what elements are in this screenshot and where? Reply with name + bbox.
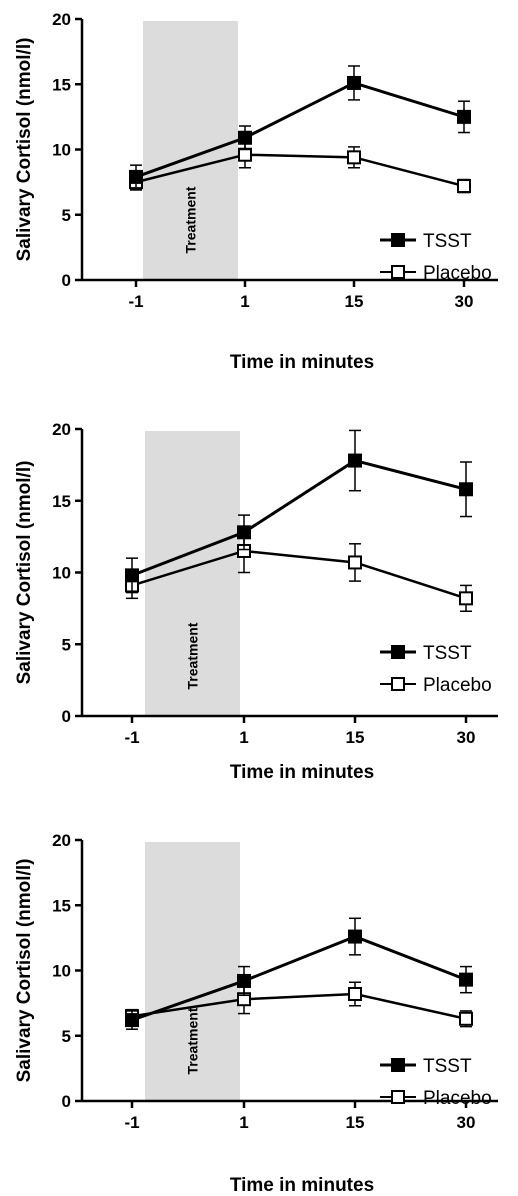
data-point-tsst xyxy=(125,1013,139,1028)
y-tick-label: 20 xyxy=(52,10,71,29)
legend-marker-tsst xyxy=(391,645,405,659)
treatment-region xyxy=(143,21,238,280)
x-axis-title: Time in minutes xyxy=(230,1175,374,1196)
chart-panel-3: Treatment 0 5 10 15 20 -1 1 15 30 Time in minutes S… xyxy=(0,815,518,1196)
data-point-placebo xyxy=(459,591,473,606)
x-tick-label: 1 xyxy=(239,1113,248,1132)
x-tick-label: 15 xyxy=(346,728,365,747)
data-point-placebo xyxy=(347,150,361,165)
legend-marker-placebo xyxy=(391,265,405,279)
legend-marker-tsst xyxy=(391,1058,405,1072)
data-point-placebo xyxy=(348,986,362,1001)
y-tick-label: 15 xyxy=(52,75,71,94)
treatment-label: Treatment xyxy=(183,186,199,253)
y-tick-label: 15 xyxy=(52,896,71,915)
x-tick-label: 1 xyxy=(240,292,249,311)
legend-marker-tsst xyxy=(391,233,405,247)
data-point-tsst xyxy=(459,972,473,987)
legend-label-tsst: TSST xyxy=(423,1056,472,1077)
data-point-tsst xyxy=(348,453,362,468)
y-tick-label: 0 xyxy=(62,1092,71,1111)
cortisol-chart-3: Treatment 0 5 10 15 20 -1 1 15 30 Time in minutes S… xyxy=(14,831,498,1196)
y-tick-label: 0 xyxy=(62,707,71,726)
data-point-tsst xyxy=(129,169,143,184)
y-tick-label: 10 xyxy=(52,141,71,160)
data-point-tsst xyxy=(238,130,252,145)
legend-label-placebo: Placebo xyxy=(423,1088,492,1109)
series-line-tsst xyxy=(131,458,467,577)
data-point-placebo xyxy=(459,1011,473,1026)
legend-label-placebo: Placebo xyxy=(423,675,492,696)
y-tick-label: 10 xyxy=(52,564,71,583)
data-point-tsst xyxy=(459,482,473,497)
x-tick-label: 30 xyxy=(455,292,474,311)
chart-panel-1: Treatment 0 5 10 15 20 -1 1 15 30 Time in minutes S… xyxy=(0,0,518,390)
series-line-tsst xyxy=(131,934,467,1022)
data-point-placebo xyxy=(348,555,362,570)
data-point-tsst xyxy=(237,525,251,540)
x-tick-label: 15 xyxy=(345,292,364,311)
treatment-region xyxy=(145,842,240,1101)
x-tick-label: 30 xyxy=(457,728,476,747)
series-line-placebo xyxy=(131,992,467,1021)
x-axis-title: Time in minutes xyxy=(230,352,374,373)
cortisol-chart-2: Treatment 0 5 10 15 20 -1 1 15 30 Time in minutes S… xyxy=(14,420,498,783)
data-point-tsst xyxy=(457,109,471,124)
treatment-region xyxy=(145,431,240,716)
y-tick-label: 5 xyxy=(62,206,71,225)
legend-label-placebo: Placebo xyxy=(423,263,492,284)
data-point-tsst xyxy=(347,75,361,90)
data-point-placebo xyxy=(238,147,252,162)
legend-marker-placebo xyxy=(391,677,405,691)
y-tick-label: 5 xyxy=(62,1027,71,1046)
y-tick-label: 20 xyxy=(52,420,71,439)
x-tick-label: -1 xyxy=(128,292,143,311)
y-tick-label: 20 xyxy=(52,831,71,850)
x-tick-label: 15 xyxy=(346,1113,365,1132)
y-axis-title: Salivary Cortisol (nmol/l) xyxy=(14,461,35,685)
cortisol-chart-1: Treatment 0 5 10 15 20 -1 1 15 30 Time in minutes S… xyxy=(14,10,498,373)
data-point-placebo xyxy=(457,179,471,194)
y-axis-title: Salivary Cortisol (nmol/l) xyxy=(14,38,35,262)
x-axis-title: Time in minutes xyxy=(230,762,374,783)
x-tick-label: -1 xyxy=(124,728,139,747)
y-axis-title: Salivary Cortisol (nmol/l) xyxy=(14,859,35,1083)
series-line-tsst xyxy=(135,81,465,179)
series-line-placebo xyxy=(131,549,467,600)
treatment-label: Treatment xyxy=(185,622,201,689)
legend-label-tsst: TSST xyxy=(423,231,472,252)
y-tick-label: 0 xyxy=(62,271,71,290)
legend-marker-placebo xyxy=(391,1090,405,1104)
legend-label-tsst: TSST xyxy=(423,643,472,664)
data-point-tsst xyxy=(237,973,251,988)
data-point-tsst xyxy=(125,568,139,583)
x-tick-label: -1 xyxy=(124,1113,139,1132)
data-point-tsst xyxy=(348,929,362,944)
x-tick-label: 30 xyxy=(457,1113,476,1132)
chart-panel-2: Treatment 0 5 10 15 20 -1 1 15 30 Time in minutes S… xyxy=(0,405,518,795)
y-tick-label: 15 xyxy=(52,492,71,511)
y-tick-label: 5 xyxy=(62,635,71,654)
y-tick-label: 10 xyxy=(52,962,71,981)
x-tick-label: 1 xyxy=(239,728,248,747)
treatment-label: Treatment xyxy=(185,1007,201,1074)
series-line-placebo xyxy=(135,153,465,188)
